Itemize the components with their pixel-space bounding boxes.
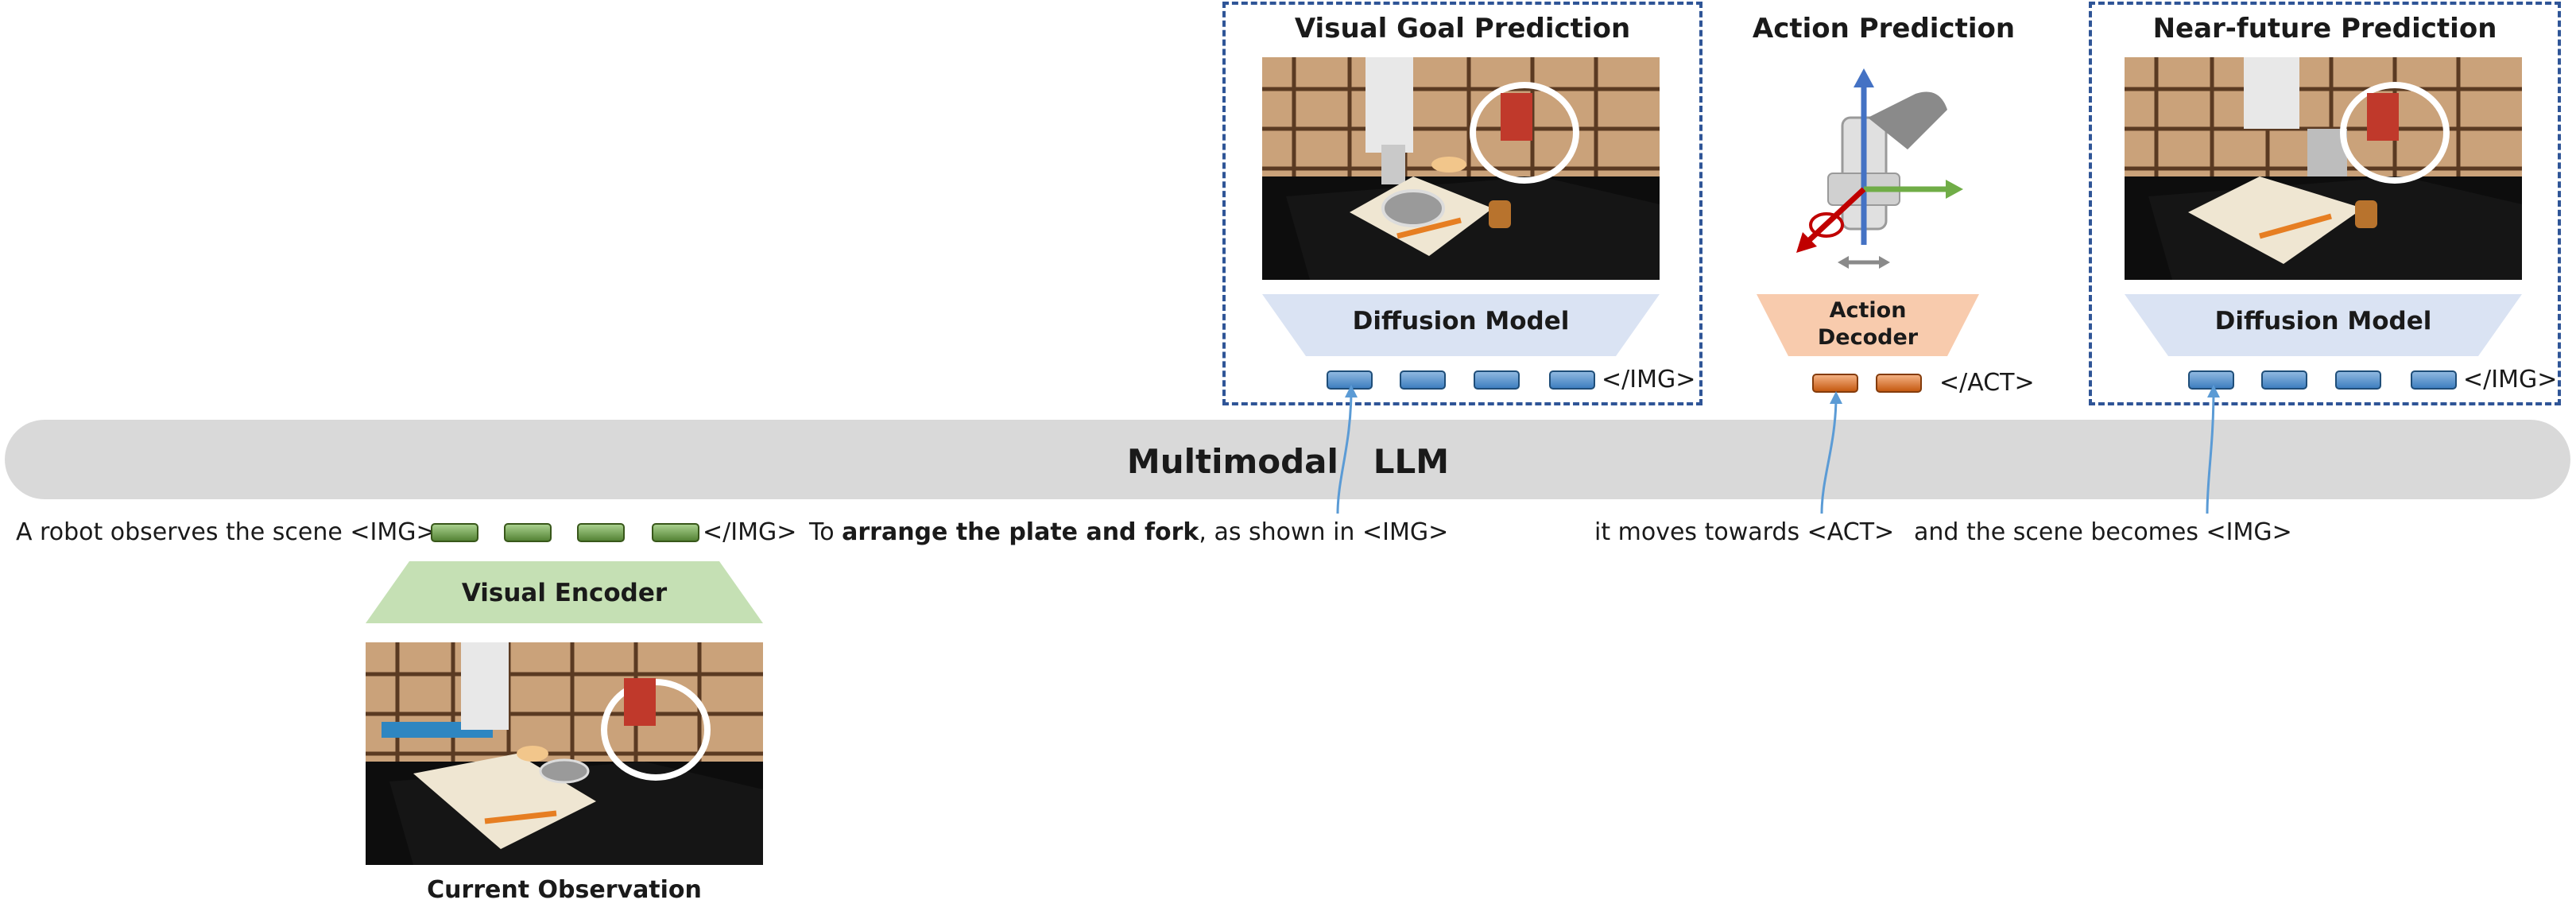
visual-encoder-shape [366, 561, 763, 623]
action-title: Action Prediction [1752, 13, 2016, 45]
obs-token-2 [504, 523, 552, 542]
near-future-token-1 [2188, 370, 2234, 390]
robot-arm-axes-icon [1796, 68, 1963, 269]
connector-lines [1336, 385, 2220, 514]
current-observation-caption: Current Observation [427, 876, 702, 904]
instruction-bold: arrange the plate and fork [842, 518, 1199, 546]
obs-token-3 [577, 523, 625, 542]
near-future-end-token: </IMG> [2463, 366, 2558, 394]
visual-goal-token-3 [1474, 370, 1520, 390]
instruction-post: , as shown in <IMG> [1199, 518, 1449, 546]
near-future-diffusion-shape [2125, 294, 2522, 356]
multimodal-llm-label: Multimodal LLM [1126, 442, 1450, 481]
action-end-token: </ACT> [1939, 369, 2035, 397]
action-text: it moves towards <ACT> [1594, 518, 1895, 546]
sequence-prefix: A robot observes the scene <IMG> [16, 518, 436, 546]
near-future-image [2125, 57, 2522, 280]
near-future-token-4 [2411, 370, 2457, 390]
visual-goal-title: Visual Goal Prediction [1294, 13, 1631, 45]
instruction-text: To arrange the plate and fork, as shown … [809, 518, 1448, 546]
visual-goal-diffusion-shape [1262, 294, 1660, 356]
sequence-close-img: </IMG> [703, 518, 797, 546]
multimodal-llm-bar [5, 420, 2570, 499]
action-token-1 [1812, 374, 1858, 393]
action-decoder-shape [1757, 294, 1979, 356]
visual-goal-end-token: </IMG> [1602, 366, 1696, 394]
visual-goal-image [1262, 57, 1660, 280]
scene-text: and the scene becomes <IMG> [1914, 518, 2292, 546]
visual-goal-token-2 [1400, 370, 1446, 390]
obs-token-1 [431, 523, 478, 542]
obs-token-4 [652, 523, 699, 542]
action-token-2 [1876, 374, 1922, 393]
near-future-title: Near-future Prediction [2152, 13, 2497, 45]
current-observation-image [366, 642, 763, 865]
instruction-pre: To [809, 518, 843, 546]
near-future-diffusion-label: Diffusion Model [2214, 307, 2432, 335]
visual-goal-panel [1222, 2, 1702, 405]
near-future-token-2 [2261, 370, 2307, 390]
visual-goal-diffusion-label: Diffusion Model [1352, 307, 1570, 335]
visual-goal-token-4 [1549, 370, 1595, 390]
action-decoder-label: Action Decoder [1817, 298, 1919, 350]
near-future-token-3 [2335, 370, 2381, 390]
near-future-panel [2089, 2, 2561, 405]
visual-encoder-label: Visual Encoder [461, 579, 668, 607]
